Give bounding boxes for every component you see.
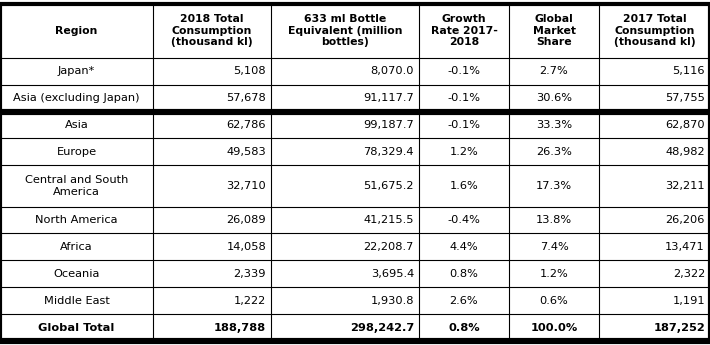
Text: 26,089: 26,089 [226, 215, 266, 225]
Text: Central and South
America: Central and South America [25, 175, 129, 197]
Text: Japan*: Japan* [58, 66, 95, 76]
Text: 4.4%: 4.4% [449, 242, 479, 252]
Text: 13.8%: 13.8% [536, 215, 572, 225]
Text: 78,329.4: 78,329.4 [364, 147, 414, 157]
Text: 1,191: 1,191 [672, 296, 705, 306]
Text: 1.6%: 1.6% [449, 181, 479, 191]
Text: 3,695.4: 3,695.4 [371, 269, 414, 279]
Text: 2,339: 2,339 [234, 269, 266, 279]
Text: 14,058: 14,058 [226, 242, 266, 252]
Text: 17.3%: 17.3% [536, 181, 572, 191]
Text: 51,675.2: 51,675.2 [364, 181, 414, 191]
Text: Europe: Europe [56, 147, 97, 157]
Text: 13,471: 13,471 [665, 242, 705, 252]
Text: 2.6%: 2.6% [449, 296, 479, 306]
Text: 1.2%: 1.2% [449, 147, 479, 157]
Text: 2.7%: 2.7% [540, 66, 569, 76]
Text: 99,187.7: 99,187.7 [364, 120, 414, 130]
Text: Global
Market
Share: Global Market Share [532, 14, 576, 48]
Text: 633 ml Bottle
Equivalent (million
bottles): 633 ml Bottle Equivalent (million bottle… [288, 14, 403, 48]
Text: 41,215.5: 41,215.5 [364, 215, 414, 225]
Text: 1,930.8: 1,930.8 [371, 296, 414, 306]
Text: Middle East: Middle East [43, 296, 109, 306]
Text: -0.4%: -0.4% [447, 215, 481, 225]
Text: 1,222: 1,222 [234, 296, 266, 306]
Text: 62,870: 62,870 [665, 120, 705, 130]
Text: 0.8%: 0.8% [449, 269, 479, 279]
Text: -0.1%: -0.1% [447, 66, 481, 76]
Text: Africa: Africa [60, 242, 93, 252]
Text: -0.1%: -0.1% [447, 120, 481, 130]
Text: 22,208.7: 22,208.7 [364, 242, 414, 252]
Text: 57,755: 57,755 [665, 93, 705, 103]
Text: 1.2%: 1.2% [540, 269, 569, 279]
Text: Asia: Asia [65, 120, 88, 130]
Text: Global Total: Global Total [38, 323, 115, 333]
Text: -0.1%: -0.1% [447, 93, 481, 103]
Text: Region: Region [55, 26, 98, 36]
Text: 5,108: 5,108 [234, 66, 266, 76]
Text: 26,206: 26,206 [666, 215, 705, 225]
Text: 30.6%: 30.6% [536, 93, 572, 103]
Text: 2017 Total
Consumption
(thousand kl): 2017 Total Consumption (thousand kl) [613, 14, 695, 48]
Text: 26.3%: 26.3% [536, 147, 572, 157]
Text: 298,242.7: 298,242.7 [350, 323, 414, 333]
Text: 2018 Total
Consumption
(thousand kl): 2018 Total Consumption (thousand kl) [171, 14, 253, 48]
Text: Asia (excluding Japan): Asia (excluding Japan) [13, 93, 140, 103]
Text: 91,117.7: 91,117.7 [364, 93, 414, 103]
Text: 8,070.0: 8,070.0 [371, 66, 414, 76]
Text: 2,322: 2,322 [673, 269, 705, 279]
Text: Oceania: Oceania [53, 269, 99, 279]
Text: 49,583: 49,583 [226, 147, 266, 157]
Text: 188,788: 188,788 [214, 323, 266, 333]
Text: 32,710: 32,710 [226, 181, 266, 191]
Text: 0.8%: 0.8% [448, 323, 480, 333]
Text: 100.0%: 100.0% [530, 323, 578, 333]
Text: 33.3%: 33.3% [536, 120, 572, 130]
Text: 32,211: 32,211 [665, 181, 705, 191]
Text: 7.4%: 7.4% [540, 242, 569, 252]
Text: 5,116: 5,116 [672, 66, 705, 76]
Text: 0.6%: 0.6% [540, 296, 569, 306]
Text: 187,252: 187,252 [653, 323, 705, 333]
Text: 48,982: 48,982 [665, 147, 705, 157]
Text: Growth
Rate 2017-
2018: Growth Rate 2017- 2018 [430, 14, 498, 48]
Text: 57,678: 57,678 [226, 93, 266, 103]
Text: 62,786: 62,786 [226, 120, 266, 130]
Text: North America: North America [36, 215, 118, 225]
